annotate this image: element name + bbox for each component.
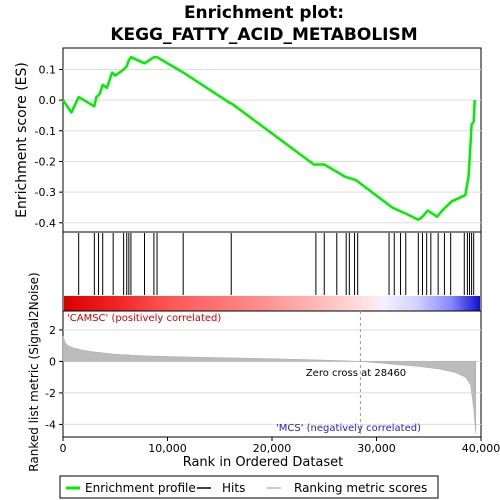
hit-markers (78, 233, 475, 295)
legend-hits-label: Hits (222, 481, 245, 495)
es-ytick-label: -0.1 (35, 125, 56, 138)
es-curve (61, 55, 476, 221)
es-y-ticks: 0.1 0.0 -0.1 -0.2 -0.3 -0.4 (35, 63, 63, 230)
metric-ytick-label: 2 (49, 324, 56, 337)
x-ticks: 0 10,000 20,000 30,000 40,000 (60, 437, 500, 455)
x-axis-label: Rank in Ordered Dataset (183, 455, 344, 470)
legend-es-label: Enrichment profile (85, 481, 196, 495)
es-ytick-label: 0.1 (39, 63, 57, 76)
zero-cross-label: Zero cross at 28460 (306, 368, 406, 379)
rank-color-bar (64, 296, 480, 311)
es-ytick-label: -0.4 (35, 217, 56, 230)
chart-title-line2: KEGG_FATTY_ACID_METABOLISM (110, 25, 417, 45)
chart-title-line1: Enrichment plot: (184, 3, 344, 23)
metric-ytick-label: 0 (49, 355, 56, 368)
es-panel-frame (62, 47, 482, 233)
xtick-label: 30,000 (357, 442, 396, 455)
metric-area (62, 336, 477, 434)
positive-label: 'CAMSC' (positively correlated) (67, 313, 221, 324)
es-ytick-label: 0.0 (39, 94, 57, 107)
metric-y-axis-label: Ranked list metric (Signal2Noise) (27, 272, 41, 471)
xtick-label: 10,000 (148, 442, 187, 455)
es-ytick-label: -0.3 (35, 186, 56, 199)
es-gridlines (63, 68, 481, 224)
xtick-label: 20,000 (253, 442, 292, 455)
xtick-label: 40,000 (462, 442, 500, 455)
legend-box (59, 475, 439, 499)
metric-panel-frame (62, 310, 482, 438)
metric-y-ticks: 2 0 -2 -4 (45, 324, 63, 431)
negative-label: 'MCS' (negatively correlated) (276, 423, 421, 434)
metric-ytick-label: -2 (45, 387, 56, 400)
xtick-label: 0 (60, 442, 67, 455)
es-ytick-label: -0.2 (35, 155, 56, 168)
legend-metric-label: Ranking metric scores (294, 481, 427, 495)
es-y-axis-label: Enrichment score (ES) (14, 62, 30, 218)
metric-ytick-label: -4 (45, 418, 56, 431)
